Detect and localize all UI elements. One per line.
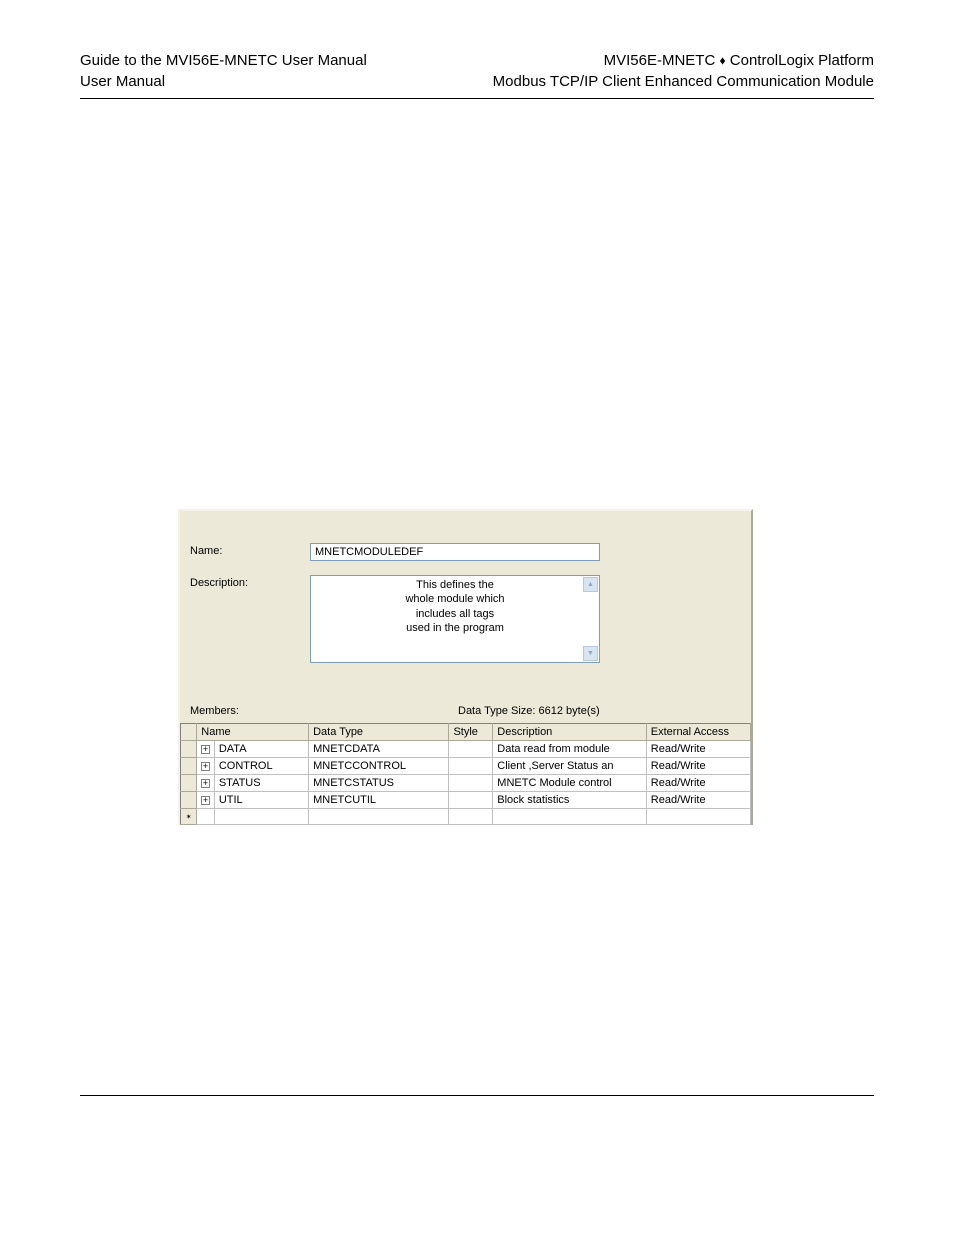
data-type-dialog: Name: Description: This defines thewhole… xyxy=(178,509,753,825)
cell-external-access[interactable]: Read/Write xyxy=(646,741,750,758)
cell-datatype[interactable]: MNETCSTATUS xyxy=(309,775,449,792)
col-header-style[interactable]: Style xyxy=(449,724,493,741)
cell-external-access[interactable]: Read/Write xyxy=(646,775,750,792)
expand-cell[interactable]: + xyxy=(197,758,215,775)
cell-description[interactable]: Client ,Server Status an xyxy=(493,758,646,775)
table-row[interactable]: + STATUSMNETCSTATUS MNETC Module controlRe… xyxy=(181,775,751,792)
expand-icon[interactable]: + xyxy=(201,779,210,788)
header-divider xyxy=(80,98,874,99)
expand-icon[interactable]: + xyxy=(201,796,210,805)
cell-style[interactable] xyxy=(449,775,493,792)
members-grid[interactable]: Name Data Type Style Description Externa… xyxy=(180,723,751,825)
cell-name[interactable]: STATUS xyxy=(214,775,308,792)
cell-style[interactable] xyxy=(449,741,493,758)
name-input[interactable] xyxy=(310,543,600,561)
cell-name[interactable]: DATA xyxy=(214,741,308,758)
description-label: Description: xyxy=(190,575,310,663)
table-row-new[interactable]: ✶ xyxy=(181,809,751,825)
scroll-down-icon[interactable]: ▼ xyxy=(583,646,598,661)
row-handle[interactable] xyxy=(181,758,197,775)
row-handle[interactable] xyxy=(181,792,197,809)
cell-datatype[interactable]: MNETCCONTROL xyxy=(309,758,449,775)
cell-style[interactable] xyxy=(449,758,493,775)
cell-external-access[interactable]: Read/Write xyxy=(646,792,750,809)
table-row[interactable]: + UTILMNETCUTIL Block statisticsRead/Write xyxy=(181,792,751,809)
col-header-description[interactable]: Description xyxy=(493,724,646,741)
data-type-size-label: Data Type Size: 6612 byte(s) xyxy=(458,705,600,717)
row-handle[interactable] xyxy=(181,741,197,758)
cell-datatype[interactable]: MNETCUTIL xyxy=(309,792,449,809)
col-header-external-access[interactable]: External Access xyxy=(646,724,750,741)
description-text: This defines thewhole module whichinclud… xyxy=(311,576,599,637)
grid-corner xyxy=(181,724,197,741)
table-row[interactable]: + CONTROLMNETCCONTROL Client ,Server Statu… xyxy=(181,758,751,775)
cell-name[interactable]: UTIL xyxy=(214,792,308,809)
page-header: Guide to the MVI56E-MNETC User Manual Us… xyxy=(80,50,874,92)
header-right-line2: Modbus TCP/IP Client Enhanced Communicat… xyxy=(493,71,874,92)
table-row[interactable]: + DATAMNETCDATA Data read from moduleRead/… xyxy=(181,741,751,758)
footer-divider xyxy=(80,1095,874,1096)
diamond-icon: ♦ xyxy=(719,54,725,68)
members-label: Members: xyxy=(190,705,310,717)
col-header-name[interactable]: Name xyxy=(197,724,309,741)
expand-icon[interactable]: + xyxy=(201,762,210,771)
cell-style[interactable] xyxy=(449,792,493,809)
col-header-datatype[interactable]: Data Type xyxy=(309,724,449,741)
expand-cell[interactable]: + xyxy=(197,792,215,809)
expand-icon[interactable]: + xyxy=(201,745,210,754)
header-left-line2: User Manual xyxy=(80,71,367,92)
cell-external-access[interactable]: Read/Write xyxy=(646,758,750,775)
name-label: Name: xyxy=(190,543,310,561)
row-handle[interactable] xyxy=(181,775,197,792)
cell-description[interactable]: MNETC Module control xyxy=(493,775,646,792)
description-textarea[interactable]: This defines thewhole module whichinclud… xyxy=(310,575,600,663)
expand-cell[interactable]: + xyxy=(197,741,215,758)
new-row-icon[interactable]: ✶ xyxy=(181,809,197,825)
cell-datatype[interactable]: MNETCDATA xyxy=(309,741,449,758)
cell-name[interactable]: CONTROL xyxy=(214,758,308,775)
cell-description[interactable]: Block statistics xyxy=(493,792,646,809)
scroll-up-icon[interactable]: ▲ xyxy=(583,577,598,592)
header-left-line1: Guide to the MVI56E-MNETC User Manual xyxy=(80,50,367,71)
cell-description[interactable]: Data read from module xyxy=(493,741,646,758)
expand-cell[interactable]: + xyxy=(197,775,215,792)
header-right-line1: MVI56E-MNETC ♦ ControlLogix Platform xyxy=(493,50,874,71)
